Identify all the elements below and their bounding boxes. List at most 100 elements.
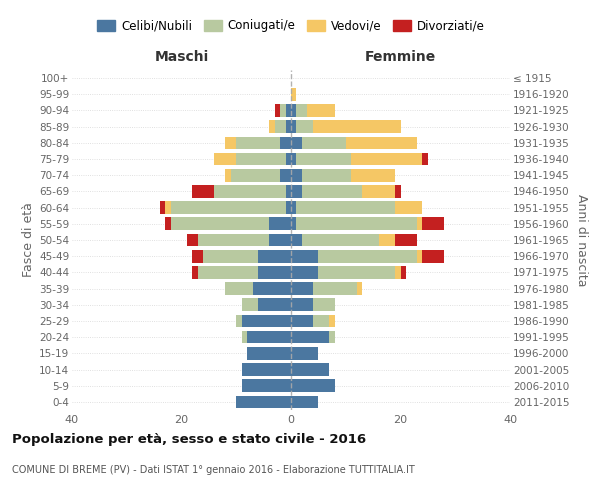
Bar: [242, 380, 291, 392]
Bar: [242, 314, 291, 328]
Bar: [291, 250, 319, 262]
Bar: [280, 104, 286, 117]
Bar: [286, 104, 291, 117]
Bar: [231, 169, 280, 181]
Bar: [226, 136, 236, 149]
Bar: [258, 266, 291, 278]
Bar: [170, 218, 269, 230]
Bar: [296, 120, 313, 133]
Bar: [236, 152, 286, 166]
Bar: [307, 104, 335, 117]
Bar: [253, 282, 291, 295]
Bar: [170, 202, 286, 214]
Bar: [296, 218, 417, 230]
Bar: [302, 169, 351, 181]
Bar: [395, 266, 401, 278]
Bar: [258, 298, 291, 311]
Bar: [302, 185, 362, 198]
Bar: [291, 88, 296, 101]
Bar: [242, 331, 247, 344]
Bar: [313, 314, 329, 328]
Bar: [291, 185, 302, 198]
Text: Popolazione per età, sesso e stato civile - 2016: Popolazione per età, sesso e stato civil…: [12, 432, 366, 446]
Bar: [242, 298, 258, 311]
Bar: [351, 169, 395, 181]
Bar: [203, 250, 258, 262]
Bar: [286, 202, 291, 214]
Bar: [242, 363, 291, 376]
Bar: [395, 185, 401, 198]
Bar: [422, 152, 428, 166]
Bar: [351, 152, 422, 166]
Bar: [302, 136, 346, 149]
Bar: [286, 185, 291, 198]
Bar: [214, 185, 286, 198]
Bar: [291, 347, 319, 360]
Bar: [313, 120, 401, 133]
Bar: [319, 266, 395, 278]
Bar: [291, 104, 296, 117]
Bar: [362, 185, 395, 198]
Bar: [291, 120, 296, 133]
Bar: [296, 152, 351, 166]
Bar: [291, 202, 296, 214]
Bar: [329, 331, 335, 344]
Bar: [291, 218, 296, 230]
Bar: [236, 314, 242, 328]
Bar: [291, 363, 329, 376]
Bar: [269, 120, 275, 133]
Legend: Celibi/Nubili, Coniugati/e, Vedovi/e, Divorziati/e: Celibi/Nubili, Coniugati/e, Vedovi/e, Di…: [92, 14, 490, 37]
Bar: [291, 169, 302, 181]
Bar: [313, 282, 356, 295]
Y-axis label: Anni di nascita: Anni di nascita: [575, 194, 588, 286]
Bar: [291, 298, 313, 311]
Bar: [198, 234, 269, 246]
Bar: [258, 250, 291, 262]
Bar: [417, 250, 422, 262]
Bar: [226, 169, 231, 181]
Bar: [226, 282, 253, 295]
Text: Maschi: Maschi: [154, 50, 209, 64]
Bar: [291, 380, 335, 392]
Bar: [280, 169, 291, 181]
Bar: [214, 152, 236, 166]
Bar: [165, 218, 170, 230]
Bar: [280, 136, 291, 149]
Bar: [401, 266, 406, 278]
Bar: [296, 202, 395, 214]
Bar: [193, 185, 214, 198]
Y-axis label: Fasce di età: Fasce di età: [22, 202, 35, 278]
Bar: [291, 234, 302, 246]
Bar: [329, 314, 335, 328]
Bar: [236, 136, 280, 149]
Text: Femmine: Femmine: [365, 50, 436, 64]
Bar: [236, 396, 291, 408]
Bar: [313, 298, 335, 311]
Bar: [269, 218, 291, 230]
Bar: [286, 152, 291, 166]
Bar: [160, 202, 165, 214]
Bar: [302, 234, 379, 246]
Bar: [291, 266, 319, 278]
Text: COMUNE DI BREME (PV) - Dati ISTAT 1° gennaio 2016 - Elaborazione TUTTITALIA.IT: COMUNE DI BREME (PV) - Dati ISTAT 1° gen…: [12, 465, 415, 475]
Bar: [198, 266, 258, 278]
Bar: [275, 104, 280, 117]
Bar: [193, 266, 198, 278]
Bar: [296, 104, 307, 117]
Bar: [275, 120, 286, 133]
Bar: [379, 234, 395, 246]
Bar: [291, 331, 329, 344]
Bar: [247, 347, 291, 360]
Bar: [291, 314, 313, 328]
Bar: [165, 202, 170, 214]
Bar: [193, 250, 203, 262]
Bar: [357, 282, 362, 295]
Bar: [395, 202, 422, 214]
Bar: [291, 152, 296, 166]
Bar: [417, 218, 422, 230]
Bar: [269, 234, 291, 246]
Bar: [395, 234, 417, 246]
Bar: [291, 282, 313, 295]
Bar: [346, 136, 417, 149]
Bar: [291, 396, 319, 408]
